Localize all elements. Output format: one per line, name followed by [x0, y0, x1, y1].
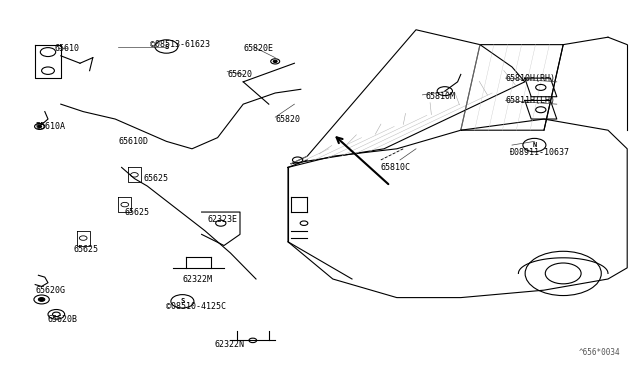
Text: S: S: [180, 298, 184, 304]
Text: 65610A: 65610A: [35, 122, 65, 131]
Text: Ð08911-10637: Ð08911-10637: [509, 148, 569, 157]
Text: 62323E: 62323E: [208, 215, 238, 224]
Text: S: S: [164, 44, 168, 49]
Text: 65620: 65620: [227, 70, 252, 79]
Text: 65820: 65820: [275, 115, 300, 124]
Text: 65625: 65625: [144, 174, 169, 183]
Text: ©08513-61623: ©08513-61623: [150, 40, 211, 49]
Text: 65610: 65610: [54, 44, 79, 53]
Text: 65811H(LH): 65811H(LH): [506, 96, 556, 105]
Text: ^656*0034: ^656*0034: [579, 348, 621, 357]
Text: 65625: 65625: [125, 208, 150, 217]
Text: 65620G: 65620G: [35, 286, 65, 295]
Text: 65810M: 65810M: [426, 92, 456, 101]
Text: 65810C: 65810C: [381, 163, 411, 172]
Circle shape: [38, 125, 42, 128]
Text: 65620B: 65620B: [48, 315, 78, 324]
Text: 65610D: 65610D: [118, 137, 148, 146]
Text: 65810H(RH): 65810H(RH): [506, 74, 556, 83]
Text: ©08510-4125C: ©08510-4125C: [166, 302, 227, 311]
Text: 65820E: 65820E: [243, 44, 273, 53]
Text: 62322M: 62322M: [182, 275, 212, 283]
Circle shape: [273, 60, 277, 62]
Text: 62322N: 62322N: [214, 340, 244, 349]
Text: N: N: [532, 142, 536, 148]
Text: 65625: 65625: [74, 245, 99, 254]
Circle shape: [38, 298, 45, 301]
